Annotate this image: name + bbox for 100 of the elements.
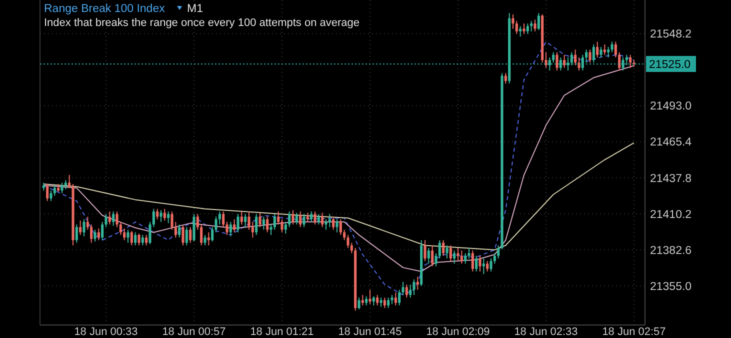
- candlestick: [288, 210, 291, 228]
- candlestick: [145, 234, 148, 246]
- candlestick: [552, 52, 555, 64]
- candlestick: [460, 250, 463, 264]
- candlestick: [482, 258, 485, 275]
- candlestick: [292, 210, 294, 225]
- candlestick: [537, 12, 540, 31]
- candlestick: [622, 56, 624, 71]
- candlestick: [200, 224, 203, 246]
- candlestick: [526, 22, 529, 34]
- candlestick: [97, 228, 100, 241]
- candlestick: [90, 224, 93, 244]
- y-tick-label: 21437.8: [650, 172, 692, 185]
- candlestick: [486, 260, 489, 272]
- candlestick: [574, 49, 577, 66]
- candlestick: [478, 255, 482, 272]
- candlestick: [412, 278, 416, 296]
- candlestick: [588, 49, 592, 64]
- candlestick: [266, 216, 269, 233]
- candlestick: [82, 218, 86, 237]
- candlestick: [596, 41, 599, 58]
- candlestick: [405, 284, 408, 298]
- candlestick: [475, 255, 478, 272]
- candlestick: [240, 210, 243, 225]
- candlestick: [314, 210, 316, 225]
- candlestick: [310, 210, 313, 222]
- candlestick: [182, 225, 184, 246]
- candlestick: [336, 218, 338, 233]
- candlestick: [398, 289, 401, 306]
- candlestick: [534, 19, 536, 32]
- x-tick-label: 18 Jun 02:09: [426, 326, 490, 338]
- candlestick: [394, 292, 397, 306]
- candlestick: [255, 214, 258, 236]
- candlestick: [629, 54, 632, 68]
- candlestick: [126, 229, 130, 244]
- candlestick: [299, 210, 302, 228]
- candlestick: [130, 230, 133, 246]
- candlestick: [189, 226, 192, 244]
- candlestick: [600, 46, 602, 58]
- candlestick: [258, 212, 262, 228]
- candlestick: [46, 184, 49, 202]
- text: Index that breaks the range once every 100 attempts on average: [44, 17, 360, 29]
- candlestick: [416, 276, 419, 290]
- candlestick: [368, 289, 372, 305]
- candlestick: [607, 46, 610, 58]
- candlestick: [515, 20, 518, 34]
- candlestick: [86, 216, 89, 230]
- candlestick: [361, 294, 364, 306]
- candlestick: [156, 208, 159, 220]
- candlestick: [427, 247, 430, 264]
- candlestick: [431, 244, 434, 267]
- candlestick: [424, 240, 426, 262]
- candlestick: [302, 214, 306, 228]
- candlestick: [548, 56, 551, 71]
- candlestick: [332, 216, 335, 230]
- candlestick: [339, 218, 342, 236]
- candlestick: [453, 250, 456, 264]
- candlestick: [471, 250, 474, 272]
- candlestick: [376, 294, 379, 306]
- candlestick: [321, 212, 324, 228]
- candlestick: [317, 214, 320, 225]
- candlestick: [614, 41, 617, 58]
- candlestick: [442, 240, 445, 256]
- candlestick: [618, 52, 621, 71]
- candlestick: [603, 44, 606, 56]
- candlestick: [163, 208, 166, 222]
- candlestick: [196, 214, 199, 230]
- candlestick: [123, 228, 126, 241]
- candlestick: [229, 221, 232, 237]
- y-tick-label: 21382.6: [650, 244, 692, 257]
- candlestick: [372, 296, 375, 306]
- candlestick: [522, 22, 526, 34]
- candlestick: [134, 232, 137, 246]
- candlestick: [559, 56, 562, 71]
- candlestick: [273, 214, 276, 230]
- candlestick: [365, 296, 368, 306]
- candlestick: [192, 214, 196, 242]
- candlestick: [64, 180, 67, 190]
- candlestick: [387, 297, 390, 309]
- candlestick: [295, 212, 298, 225]
- candlestick: [504, 72, 507, 84]
- candlestick: [233, 218, 236, 233]
- chart-title: Range Break 100 Index: [44, 3, 166, 15]
- candlestick: [380, 297, 382, 308]
- candlestick: [358, 297, 360, 310]
- candlestick: [581, 54, 584, 71]
- candlestick: [570, 52, 573, 66]
- ref-line-label: 21525.0: [649, 58, 691, 71]
- candlestick: [464, 252, 467, 264]
- candlestick: [456, 247, 460, 262]
- candlestick: [94, 229, 96, 242]
- candlestick: [328, 214, 331, 228]
- candlestick: [585, 49, 588, 64]
- x-tick-label: 18 Jun 00:57: [162, 326, 226, 338]
- candlestick: [446, 244, 448, 259]
- candlestick: [178, 224, 181, 238]
- candlestick: [160, 210, 162, 222]
- candlestick: [556, 52, 558, 71]
- candlestick: [592, 44, 595, 64]
- candlestick: [409, 284, 412, 298]
